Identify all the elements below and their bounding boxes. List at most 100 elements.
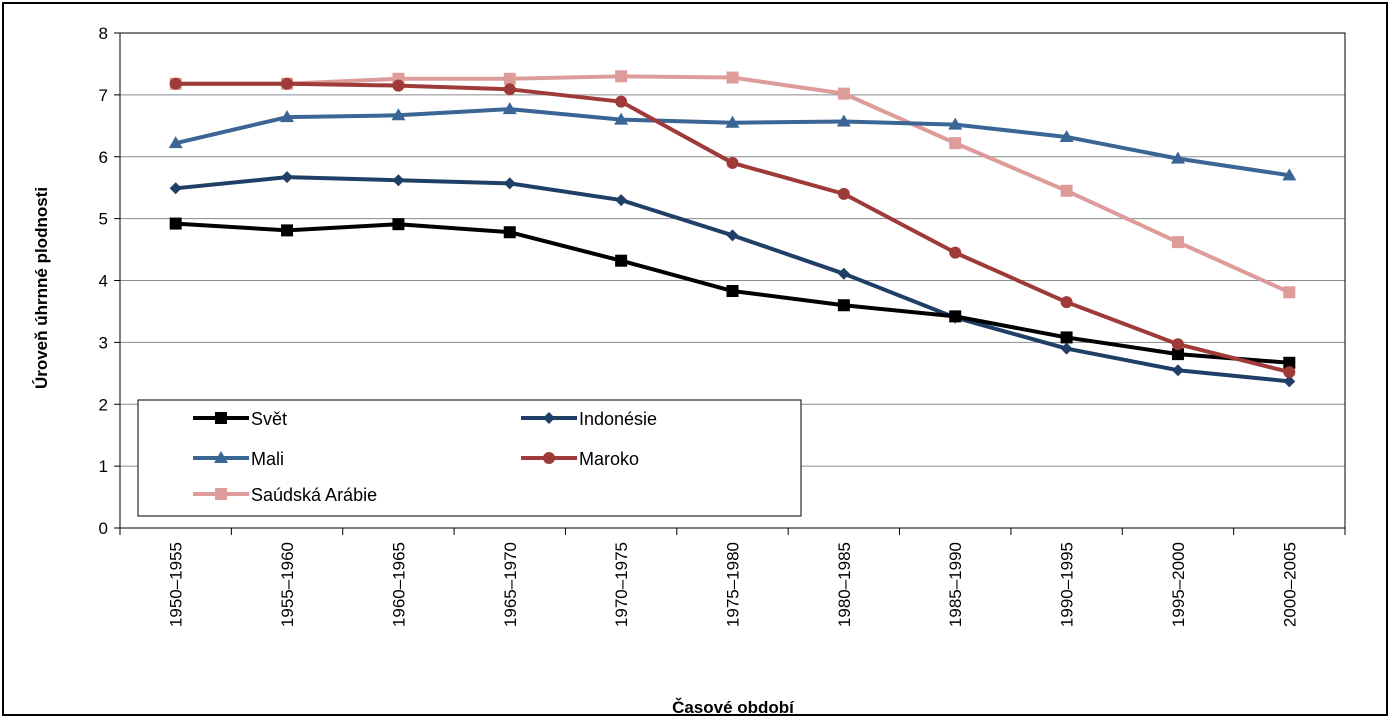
y-tick-label: 0: [99, 519, 108, 538]
data-point: [503, 83, 516, 96]
data-point: [168, 136, 183, 149]
data-point: [502, 102, 517, 115]
data-point: [1060, 342, 1073, 355]
data-point: [1282, 168, 1297, 181]
data-point: [503, 72, 516, 85]
data-point: [392, 174, 405, 187]
data-point: [949, 137, 962, 150]
data-point: [615, 70, 628, 83]
data-point: [1283, 286, 1296, 299]
data-point: [281, 224, 294, 237]
y-tick-label: 1: [99, 457, 108, 476]
y-tick-label: 5: [99, 210, 108, 229]
x-tick-label: 1995–2000: [1169, 542, 1188, 627]
legend-label: Indonésie: [579, 409, 657, 429]
x-tick-label: 2000–2005: [1280, 542, 1299, 627]
data-point: [1171, 364, 1184, 377]
data-point: [615, 254, 628, 267]
series-1: [169, 171, 1296, 388]
legend-marker: [215, 488, 227, 500]
x-tick-label: 1985–1990: [946, 542, 965, 627]
legend-label: Svět: [251, 409, 287, 429]
x-axis-title: Časové období: [672, 698, 795, 717]
data-point: [836, 114, 851, 127]
series-4: [169, 70, 1296, 299]
data-point: [1283, 356, 1296, 369]
x-tick-label: 1965–1970: [501, 542, 520, 627]
legend-label: Maroko: [579, 449, 639, 469]
data-point: [281, 171, 294, 184]
data-point: [1171, 348, 1184, 361]
data-point: [949, 310, 962, 323]
data-point: [169, 182, 182, 195]
x-tick-label: 1975–1980: [724, 542, 743, 627]
data-point: [837, 267, 850, 280]
data-point: [1060, 331, 1073, 344]
legend-label: Saúdská Arábie: [251, 485, 377, 505]
data-point: [1059, 129, 1074, 142]
data-point: [503, 177, 516, 190]
legend-item: Mali: [193, 449, 284, 469]
data-point: [726, 71, 739, 84]
data-point: [725, 115, 740, 128]
x-tick-label: 1980–1985: [835, 542, 854, 627]
series-3: [169, 77, 1296, 379]
legend-item: Svět: [193, 409, 287, 429]
data-point: [726, 156, 739, 169]
data-point: [280, 110, 295, 123]
data-point: [615, 95, 628, 108]
y-tick-label: 7: [99, 86, 108, 105]
y-tick-label: 8: [99, 24, 108, 43]
data-point: [503, 226, 516, 239]
legend-marker: [543, 452, 555, 464]
data-point: [837, 299, 850, 312]
data-point: [1171, 236, 1184, 249]
y-tick-labels: 0 1 2 3 4 5 6 7 8: [99, 24, 108, 538]
legend-item: Maroko: [521, 449, 639, 469]
legend-marker: [215, 412, 227, 424]
data-point: [1170, 151, 1185, 164]
data-point: [1283, 366, 1296, 379]
x-tick-labels: 1950–1955 1955–1960 1960–1965 1965–1970 1970…: [167, 542, 1300, 627]
y-tick-label: 6: [99, 148, 108, 167]
data-point: [391, 108, 406, 121]
data-point: [837, 87, 850, 100]
series-line: [175, 74, 1291, 295]
y-tick-label: 3: [99, 333, 108, 352]
data-point: [392, 79, 405, 92]
data-point: [169, 77, 182, 90]
legend-label: Mali: [251, 449, 284, 469]
data-point: [392, 218, 405, 231]
data-point: [169, 217, 182, 230]
data-point: [615, 194, 628, 207]
series-0: [169, 217, 1296, 369]
data-point: [949, 246, 962, 259]
series-line: [175, 175, 1290, 384]
x-tick-label: 1955–1960: [278, 542, 297, 627]
data-point: [1283, 375, 1296, 388]
series-2: [168, 102, 1297, 181]
data-point: [1060, 184, 1073, 197]
data-point: [948, 117, 963, 130]
x-tick-label: 1960–1965: [389, 542, 408, 627]
legend-item: Indonésie: [521, 409, 657, 429]
series-lines: [168, 70, 1297, 388]
data-point: [837, 187, 850, 200]
x-tick-label: 1970–1975: [612, 542, 631, 627]
x-tick-label: 1950–1955: [167, 542, 186, 627]
y-tick-label: 2: [99, 395, 108, 414]
data-point: [281, 77, 294, 90]
data-point: [1060, 296, 1073, 309]
data-point: [614, 112, 629, 125]
legend: Svět Indonésie Mali Maroko Saúdská Arábie: [137, 399, 802, 517]
x-tick-label: 1990–1995: [1058, 542, 1077, 627]
legend-marker: [543, 412, 555, 424]
data-point: [726, 229, 739, 242]
legend-marker: [214, 451, 228, 463]
y-tick-label: 4: [99, 272, 108, 291]
y-axis-title: Úroveň úhrnné plodnosti: [32, 187, 51, 389]
legend-item: Saúdská Arábie: [193, 485, 377, 505]
data-point: [726, 285, 739, 298]
axes: [114, 32, 1346, 535]
